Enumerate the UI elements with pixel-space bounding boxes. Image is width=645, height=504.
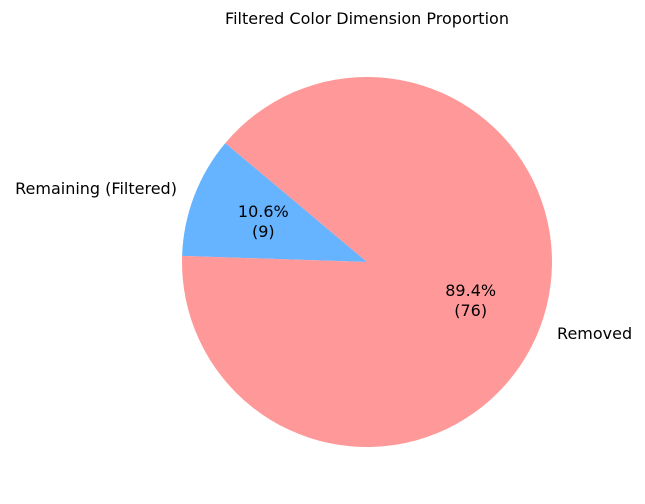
slice-percent-1: 89.4%	[445, 281, 496, 300]
pie-slice-0	[182, 143, 367, 262]
slice-count-1: (76)	[454, 301, 487, 320]
slice-label-0: Remaining (Filtered)	[15, 179, 177, 198]
slice-count-0: (9)	[252, 222, 275, 241]
slice-percent-0: 10.6%	[238, 202, 289, 221]
chart-title: Filtered Color Dimension Proportion	[225, 9, 509, 28]
pie-slices	[181, 77, 552, 448]
pie-slice-1	[181, 77, 552, 448]
pie-labels: Remaining (Filtered) 10.6%(9) Removed 89.4%…	[15, 179, 632, 343]
slice-label-1: Removed	[557, 324, 632, 343]
